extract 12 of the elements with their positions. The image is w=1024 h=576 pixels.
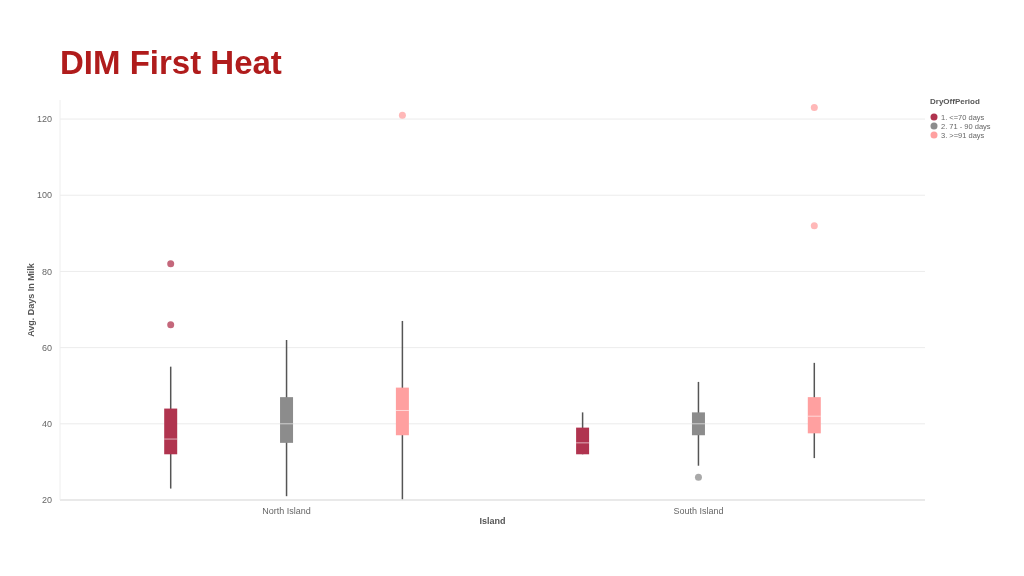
- y-tick-label: 40: [41, 418, 52, 429]
- y-tick-label: 60: [41, 342, 52, 353]
- legend-title: DryOffPeriod: [930, 97, 980, 106]
- y-axis-title: Avg. Days In Milk: [26, 262, 36, 337]
- y-tick-label: 120: [36, 114, 52, 125]
- y-tick-label: 100: [36, 190, 52, 201]
- y-tick-label: 20: [41, 495, 52, 506]
- x-tick-label: North Island: [262, 506, 311, 516]
- chart-title: DIM First Heat: [60, 44, 282, 81]
- y-tick-label: 80: [41, 266, 52, 277]
- x-tick-label: South Island: [673, 506, 724, 516]
- x-axis-title: Island: [479, 516, 506, 526]
